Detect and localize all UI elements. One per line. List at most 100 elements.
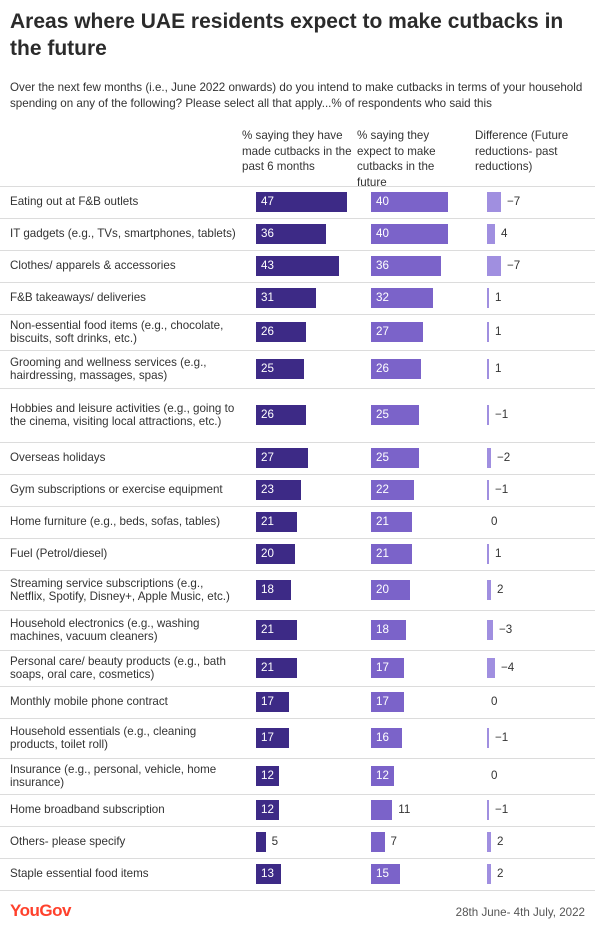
difference-value: −1 — [495, 803, 509, 816]
difference-bar — [487, 800, 489, 820]
column-header-past: % saying they have made cutbacks in the … — [242, 129, 352, 173]
future-bar — [371, 864, 401, 884]
row-separator — [0, 610, 595, 611]
difference-value: 1 — [495, 362, 502, 375]
difference-value: 2 — [497, 583, 504, 596]
difference-bar — [487, 288, 489, 308]
difference-bar — [487, 256, 501, 276]
past-bar — [256, 192, 347, 212]
row-label: Household electronics (e.g., washing mac… — [10, 616, 200, 644]
past-value: 43 — [261, 259, 274, 272]
future-value: 25 — [376, 408, 389, 421]
row-separator — [0, 570, 595, 571]
past-value: 25 — [261, 362, 274, 375]
past-bar — [256, 544, 295, 564]
row-separator — [0, 282, 595, 283]
future-bar — [371, 800, 393, 820]
row-label: Staple essential food items — [10, 867, 149, 881]
future-value: 11 — [398, 803, 411, 816]
past-value: 21 — [261, 515, 274, 528]
future-bar — [371, 405, 420, 425]
past-bar — [256, 658, 297, 678]
row-label: IT gadgets (e.g., TVs, smartphones, tabl… — [10, 227, 236, 241]
future-bar — [371, 580, 410, 600]
past-value: 18 — [261, 583, 274, 596]
past-bar — [256, 832, 266, 852]
difference-bar — [487, 544, 489, 564]
past-value: 26 — [261, 325, 274, 338]
future-value: 32 — [376, 291, 389, 304]
difference-bar — [487, 728, 489, 748]
past-bar — [256, 448, 309, 468]
difference-value: −1 — [495, 731, 509, 744]
difference-value: 2 — [497, 835, 504, 848]
difference-value: 0 — [491, 769, 498, 782]
row-label: Grooming and wellness services (e.g., ha… — [10, 355, 207, 383]
future-bar — [371, 658, 404, 678]
past-value: 47 — [261, 195, 274, 208]
difference-bar — [487, 405, 489, 425]
row-separator — [0, 388, 595, 389]
row-label: Home broadband subscription — [10, 803, 165, 817]
future-bar — [371, 448, 420, 468]
difference-value: 1 — [495, 325, 502, 338]
past-bar — [256, 692, 289, 712]
difference-bar — [487, 322, 489, 342]
future-bar — [371, 544, 412, 564]
row-separator — [0, 474, 595, 475]
future-value: 36 — [376, 259, 389, 272]
future-value: 40 — [376, 195, 389, 208]
row-label: Eating out at F&B outlets — [10, 195, 139, 209]
past-bar — [256, 864, 282, 884]
future-value: 20 — [376, 583, 389, 596]
row-separator — [0, 686, 595, 687]
future-bar — [371, 288, 433, 308]
row-label: Clothes/ apparels & accessories — [10, 259, 176, 273]
past-bar — [256, 224, 326, 244]
row-label: Insurance (e.g., personal, vehicle, home… — [10, 762, 217, 790]
row-separator — [0, 350, 595, 351]
difference-bar — [487, 832, 491, 852]
row-separator — [0, 858, 595, 859]
future-bar — [371, 728, 402, 748]
future-value: 18 — [376, 623, 389, 636]
row-label: Streaming service subscriptions (e.g., N… — [10, 576, 230, 604]
difference-value: −1 — [495, 408, 509, 421]
difference-bar — [487, 192, 501, 212]
future-bar — [371, 192, 449, 212]
row-separator — [0, 718, 595, 719]
row-label: Monthly mobile phone contract — [10, 695, 168, 709]
row-label: Hobbies and leisure activities (e.g., go… — [10, 401, 235, 429]
row-label: Gym subscriptions or exercise equipment — [10, 483, 223, 497]
past-value: 31 — [261, 291, 274, 304]
future-value: 22 — [376, 483, 389, 496]
future-bar — [371, 224, 449, 244]
past-value: 27 — [261, 451, 274, 464]
past-value: 26 — [261, 408, 274, 421]
row-separator — [0, 218, 595, 219]
past-bar — [256, 620, 297, 640]
row-separator — [0, 506, 595, 507]
past-value: 12 — [261, 769, 274, 782]
past-value: 13 — [261, 867, 274, 880]
past-bar — [256, 512, 297, 532]
difference-value: −3 — [499, 623, 513, 636]
past-bar — [256, 800, 280, 820]
past-value: 5 — [271, 835, 279, 848]
past-bar — [256, 359, 305, 379]
future-value: 21 — [376, 515, 389, 528]
future-value: 40 — [376, 227, 389, 240]
row-separator — [0, 314, 595, 315]
future-value: 7 — [390, 835, 397, 848]
row-separator — [0, 186, 595, 187]
difference-bar — [487, 620, 493, 640]
chart-title: Areas where UAE residents expect to make… — [10, 10, 564, 60]
past-value: 20 — [261, 547, 274, 560]
past-bar — [256, 288, 317, 308]
past-bar — [256, 322, 307, 342]
row-separator — [0, 650, 595, 651]
row-label: F&B takeaways/ deliveries — [10, 291, 146, 305]
yougov-logo: YouGov — [10, 901, 71, 920]
future-value: 17 — [376, 695, 389, 708]
difference-value: −4 — [501, 661, 515, 674]
